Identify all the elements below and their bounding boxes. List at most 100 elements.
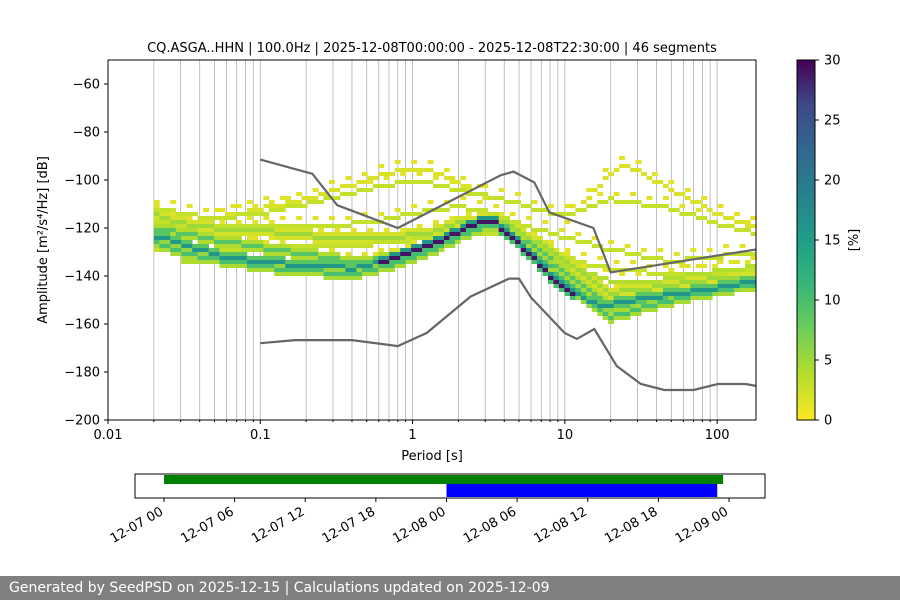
psd-cell xyxy=(378,184,385,188)
psd-cell xyxy=(427,244,434,248)
psd-cell xyxy=(235,244,242,248)
psd-cell xyxy=(225,236,231,240)
psd-cell xyxy=(487,196,494,200)
psd-cell xyxy=(279,260,286,264)
timeline-data-bar xyxy=(164,475,724,484)
psd-cell xyxy=(630,292,636,296)
psd-cell xyxy=(411,204,417,208)
psd-cell xyxy=(334,240,341,244)
psd-cell xyxy=(701,288,708,292)
psd-cell xyxy=(422,228,428,232)
psd-cell xyxy=(274,252,281,256)
psd-cell xyxy=(657,280,664,284)
psd-cell xyxy=(378,264,385,268)
psd-cell xyxy=(181,260,188,264)
psd-cell xyxy=(219,220,226,224)
psd-cell xyxy=(350,268,357,272)
psd-cell xyxy=(586,292,593,296)
psd-cell xyxy=(695,216,702,220)
psd-cell xyxy=(411,212,417,216)
psd-cell xyxy=(422,236,428,240)
psd-cell xyxy=(630,304,636,308)
psd-cell xyxy=(591,272,598,276)
psd-cell xyxy=(230,204,237,208)
psd-cell xyxy=(679,300,686,304)
psd-cell xyxy=(301,204,308,208)
psd-cell xyxy=(504,224,511,228)
psd-cell xyxy=(230,216,237,220)
psd-cell xyxy=(153,232,160,236)
psd-cell xyxy=(164,244,171,248)
psd-cell xyxy=(723,292,730,296)
psd-cell xyxy=(372,256,379,260)
psd-cell xyxy=(591,276,598,280)
psd-cell xyxy=(564,280,571,284)
psd-cell xyxy=(361,272,368,276)
psd-cell xyxy=(526,240,532,244)
psd-cell xyxy=(170,232,177,236)
psd-cell xyxy=(307,244,313,248)
psd-cell xyxy=(175,224,182,228)
psd-cell xyxy=(471,224,478,228)
psd-cell xyxy=(608,304,615,308)
psd-cell xyxy=(252,244,259,248)
psd-cell xyxy=(739,220,746,224)
psd-cell xyxy=(252,220,259,224)
psd-cell xyxy=(646,296,653,300)
psd-cell xyxy=(679,276,686,280)
psd-cell xyxy=(268,200,275,204)
psd-cell xyxy=(487,224,494,228)
psd-cell xyxy=(263,232,270,236)
psd-cell xyxy=(164,212,171,216)
psd-cell xyxy=(274,208,281,212)
psd-cell xyxy=(383,232,390,236)
psd-cell xyxy=(219,240,226,244)
psd-cell xyxy=(498,216,505,220)
timeline-tick-label: 12-09 00 xyxy=(673,504,731,546)
psd-cell xyxy=(422,168,428,172)
psd-cell xyxy=(646,288,653,292)
psd-cell xyxy=(214,252,220,256)
psd-cell xyxy=(646,284,653,288)
psd-cell xyxy=(684,276,691,280)
psd-cell xyxy=(723,272,730,276)
psd-cell xyxy=(350,236,357,240)
psd-cell xyxy=(345,240,352,244)
psd-cell xyxy=(449,216,456,220)
psd-cell xyxy=(690,292,697,296)
psd-cell xyxy=(301,272,308,276)
psd-cell xyxy=(405,232,412,236)
psd-cell xyxy=(203,248,209,252)
psd-cell xyxy=(476,220,483,224)
psd-cell xyxy=(564,288,571,292)
psd-cell xyxy=(657,204,664,208)
psd-cell xyxy=(186,204,193,208)
psd-cell xyxy=(329,276,335,280)
y-tick-label: −180 xyxy=(64,366,100,381)
psd-cell xyxy=(701,216,708,220)
timeline-tick-label: 12-08 12 xyxy=(532,504,590,546)
psd-cell xyxy=(246,244,253,248)
psd-cell xyxy=(493,232,500,236)
psd-cell xyxy=(591,188,598,192)
psd-cell xyxy=(345,244,352,248)
psd-cell xyxy=(170,240,177,244)
psd-cell xyxy=(225,216,231,220)
psd-cell xyxy=(181,216,188,220)
psd-cell xyxy=(717,292,724,296)
psd-cell xyxy=(416,168,423,172)
psd-cell xyxy=(186,252,193,256)
psd-cell xyxy=(268,204,275,208)
psd-cell xyxy=(739,284,746,288)
psd-cell xyxy=(717,268,724,272)
psd-cell xyxy=(192,260,199,264)
psd-cell xyxy=(230,232,237,236)
psd-cell xyxy=(547,252,554,256)
psd-cell xyxy=(657,300,664,304)
psd-cell xyxy=(361,244,368,248)
psd-cell xyxy=(433,208,439,212)
psd-cell xyxy=(422,232,428,236)
psd-cell xyxy=(646,304,653,308)
psd-cell xyxy=(564,292,571,296)
psd-cell xyxy=(367,236,374,240)
